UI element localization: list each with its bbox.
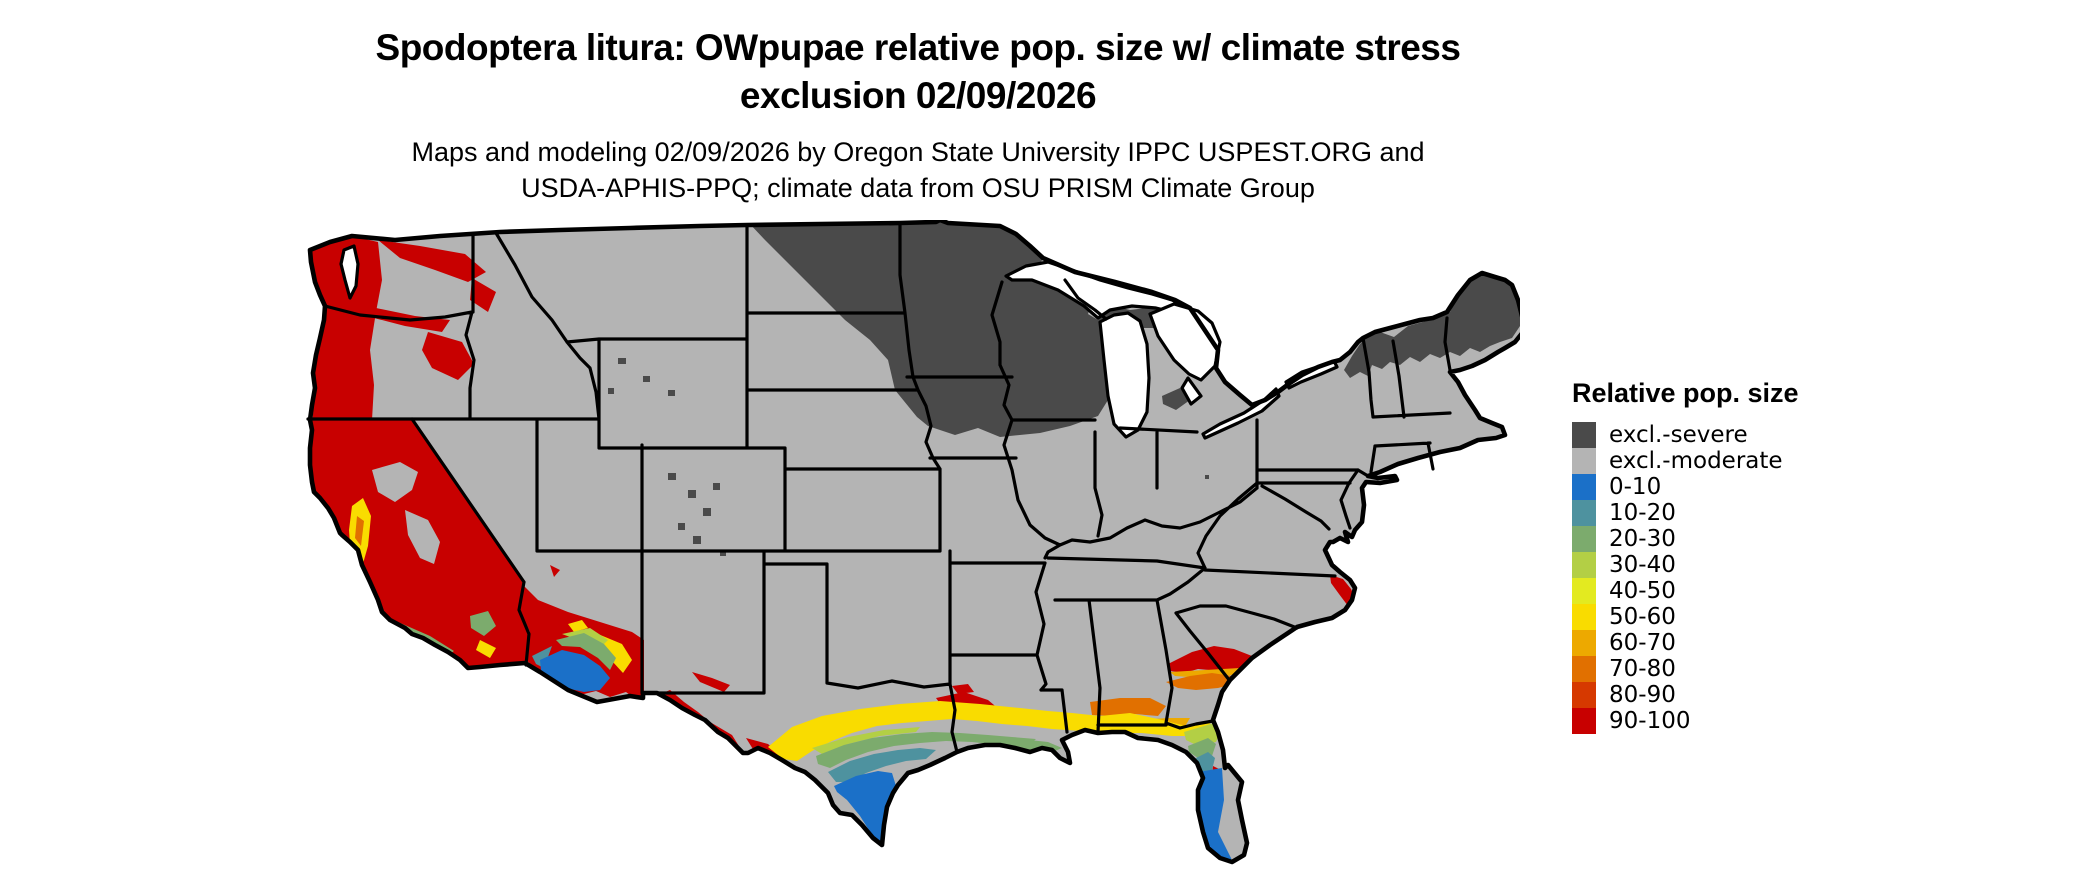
map-subtitle-line2: USDA-APHIS-PPQ; climate data from OSU PR… (521, 173, 1315, 203)
legend-row: 80-90 (1572, 682, 1832, 708)
region-red-nc-coast (1212, 575, 1356, 781)
legend-label: 40-50 (1609, 578, 1676, 604)
state-borders (306, 221, 1452, 754)
legend-label: excl.-moderate (1609, 448, 1783, 474)
region-severe-mi-patches (1162, 301, 1210, 410)
region-yellow-gulf-band (476, 620, 1214, 761)
legend-swatch-20-30 (1572, 526, 1596, 552)
lake-michigan (1098, 311, 1151, 439)
region-blue-south-texas (834, 771, 896, 846)
us-map-svg (306, 217, 1526, 865)
legend-label: 0-10 (1609, 474, 1662, 500)
map-subtitle-line1: Maps and modeling 02/09/2026 by Oregon S… (411, 137, 1425, 167)
legend-swatch-80-90 (1572, 682, 1596, 708)
legend-row: 40-50 (1572, 578, 1832, 604)
legend-label: 20-30 (1609, 526, 1676, 552)
legend-label: excl.-severe (1609, 422, 1748, 448)
legend-row: 20-30 (1572, 526, 1832, 552)
legend-label: 70-80 (1609, 656, 1676, 682)
legend-swatch-60-70 (1572, 630, 1596, 656)
legend-label: 80-90 (1609, 682, 1676, 708)
region-green-bands (396, 611, 1216, 768)
region-severe-northeast (1344, 274, 1522, 378)
legend-swatch-50-60 (1572, 604, 1596, 630)
region-red-georgia-band (1168, 628, 1301, 673)
legend-swatch-excl-moderate (1572, 448, 1596, 474)
legend-row: 90-100 (1572, 708, 1832, 734)
region-orange-gulf (756, 669, 1250, 772)
legend-swatch-90-100 (1572, 708, 1596, 734)
legend-row: excl.-moderate (1572, 448, 1832, 474)
region-orange-central-valley (355, 516, 364, 546)
legend-row: excl.-severe (1572, 422, 1832, 448)
puget-sound (339, 244, 360, 300)
legend-row: 30-40 (1572, 552, 1832, 578)
map-title-line1: Spodoptera litura: OWpupae relative pop.… (375, 27, 1461, 68)
legend-swatch-70-80 (1572, 656, 1596, 682)
legend-row: 50-60 (1572, 604, 1832, 630)
map-title-line2: exclusion 02/09/2026 (739, 75, 1097, 116)
chart-header: Spodoptera litura: OWpupae relative pop.… (18, 24, 1818, 206)
legend-label: 50-60 (1609, 604, 1676, 630)
legend-swatch-30-40 (1572, 552, 1596, 578)
region-red-nw-border (374, 240, 496, 380)
legend-label: 90-100 (1609, 708, 1691, 734)
legend-swatch-40-50 (1572, 578, 1596, 604)
legend-title: Relative pop. size (1572, 378, 1799, 408)
us-map (300, 217, 1526, 885)
region-teal-bands (532, 646, 1215, 782)
lake-erie (1201, 387, 1281, 440)
legend-row: 0-10 (1572, 474, 1832, 500)
legend-row: 10-20 (1572, 500, 1832, 526)
legend-label: 30-40 (1609, 552, 1676, 578)
region-red-nm-spots (550, 565, 782, 764)
legend-label: 60-70 (1609, 630, 1676, 656)
legend-row: 60-70 (1572, 630, 1832, 656)
legend-row: 70-80 (1572, 656, 1832, 682)
us-outline (307, 217, 1526, 865)
region-amber-strips (770, 661, 1255, 754)
legend-swatch-excl-severe (1572, 422, 1596, 448)
region-severe-north-central (748, 222, 1185, 437)
region-moderate-ca-patches (372, 462, 440, 564)
map-subtitle: Maps and modeling 02/09/2026 by Oregon S… (18, 134, 1818, 206)
legend: Relative pop. size excl.-severe excl.-mo… (1572, 378, 1832, 734)
legend-label: 10-20 (1609, 500, 1676, 526)
legend-swatch-0-10 (1572, 474, 1596, 500)
saginaw-bay (1180, 376, 1203, 406)
legend-swatch-10-20 (1572, 500, 1596, 526)
